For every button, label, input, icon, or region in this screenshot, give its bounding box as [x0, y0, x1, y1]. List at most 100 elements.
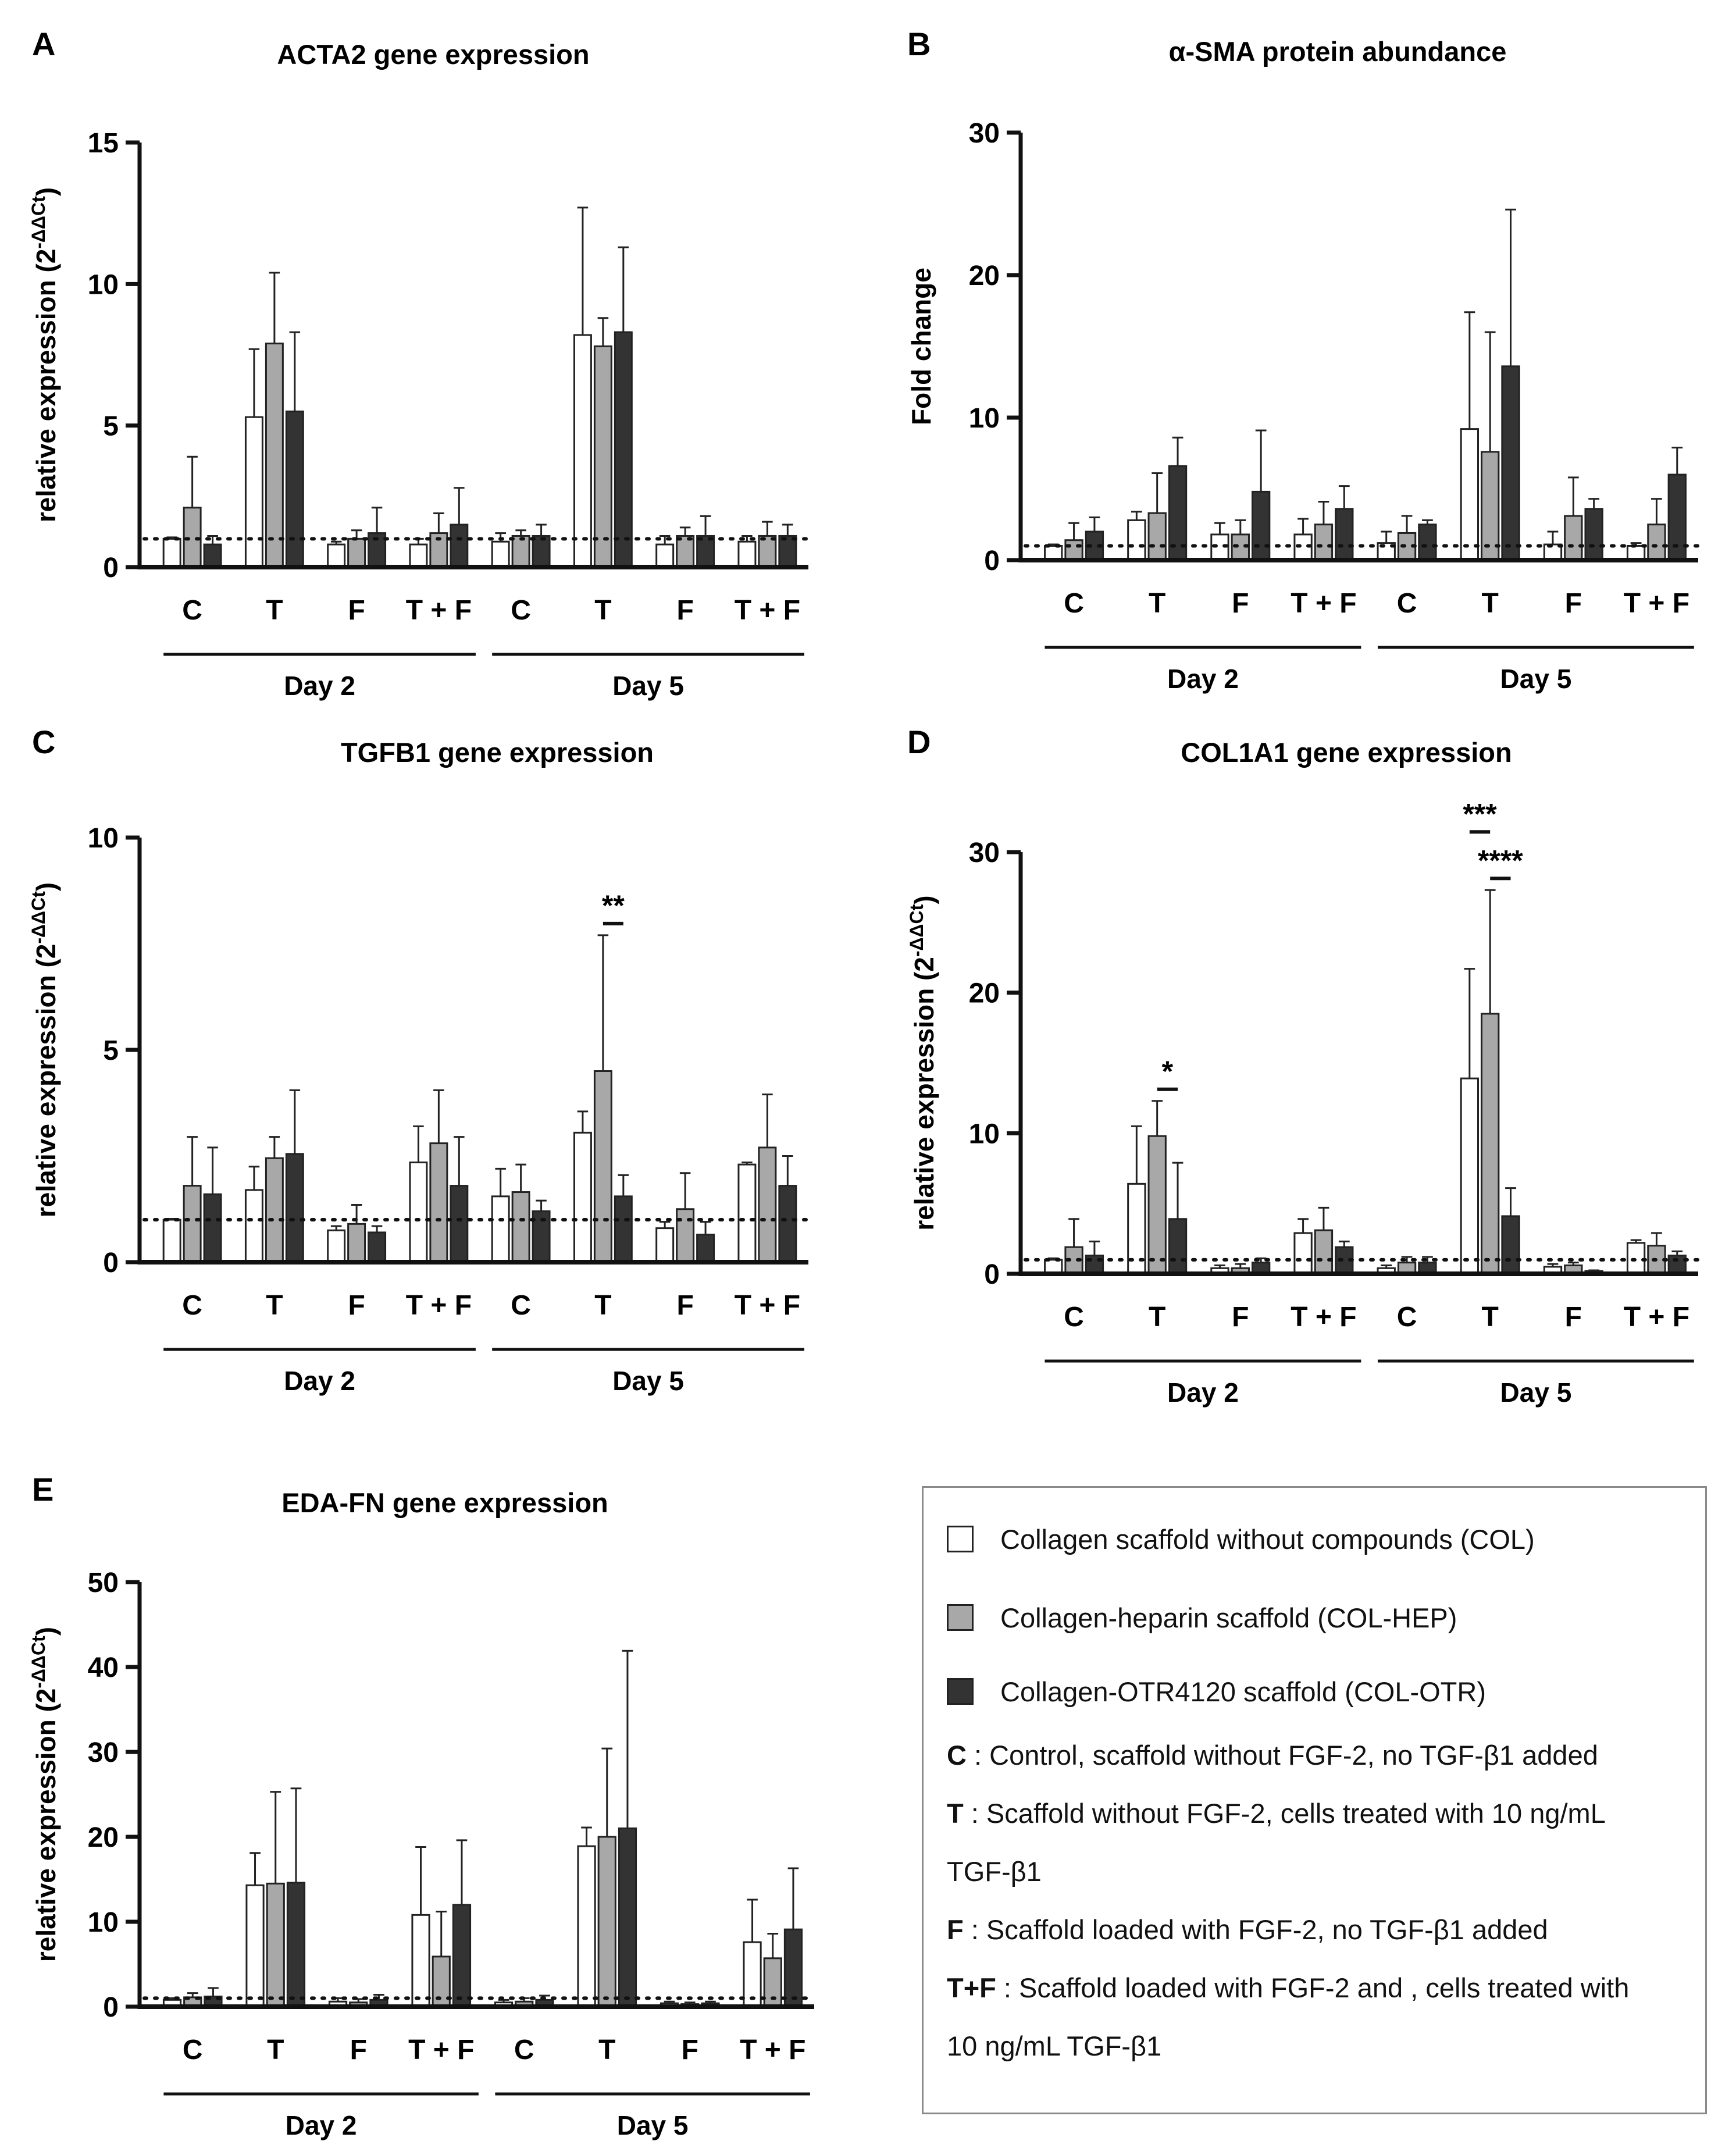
chart-panel-e: E EDA-FN gene expression 0 10 20 30 40 50 relati…: [28, 1471, 816, 2140]
group-label: Day 5: [1500, 1377, 1572, 1408]
bar-otr: [368, 1231, 387, 1263]
x-tick-label: T: [594, 1290, 611, 1321]
x-tick-label: C: [182, 595, 202, 626]
chart-title: EDA-FN gene expression: [281, 1487, 608, 1518]
bar-otr: [452, 1904, 472, 2008]
bar-hep: [429, 1142, 448, 1263]
group-label: Day 2: [284, 671, 355, 701]
y-tick-label: 10: [969, 403, 1000, 434]
x-tick-label: C: [183, 2035, 203, 2065]
x-tick-label: T + F: [735, 1290, 800, 1321]
bar-hep: [1481, 1013, 1500, 1275]
bar-col: [1127, 519, 1146, 561]
y-tick-label: 15: [88, 128, 119, 159]
x-tick-label: T: [598, 2035, 615, 2065]
bar-hep: [1564, 515, 1583, 561]
y-tick-label: 0: [103, 1248, 119, 1278]
x-tick-label: T + F: [408, 2035, 474, 2065]
x-tick-label: T: [1482, 588, 1499, 619]
group-label: Day 2: [286, 2110, 357, 2140]
bar-col: [1460, 428, 1480, 561]
bar-otr: [614, 331, 633, 568]
bar-otr: [203, 543, 222, 568]
panel-label: B: [907, 26, 931, 62]
legend-item-otr: Collagen-OTR4120 scaffold (COL-OTR): [947, 1675, 1486, 1708]
bar-hep: [1314, 523, 1334, 561]
x-tick-label: C: [511, 1290, 531, 1321]
x-tick-label: C: [1397, 1302, 1417, 1333]
group-label: Day 5: [617, 2110, 689, 2140]
legend-definition-t: T : Scaffold without FGF-2, cells treate…: [947, 1797, 1688, 1830]
y-tick-label: 20: [88, 1822, 119, 1853]
y-tick-label: 20: [969, 261, 1000, 291]
y-tick-label: 30: [88, 1737, 119, 1768]
bar-hep: [266, 1882, 285, 2008]
legend-definition-text: : Scaffold loaded with FGF-2 and , cells…: [996, 1972, 1630, 2003]
bar-hep: [511, 535, 530, 568]
y-tick-label: 30: [969, 118, 1000, 149]
bar-hep: [265, 1157, 284, 1263]
y-axis-label: relative expression (2-ΔΔCt): [28, 1627, 61, 1962]
bar-col: [1460, 1077, 1480, 1275]
bar-col: [655, 543, 675, 568]
bar-otr: [286, 1882, 306, 2008]
legend-swatch-otr: [947, 1678, 974, 1705]
legend-definition-f: F : Scaffold loaded with FGF-2, no TGF-β…: [947, 1914, 1688, 1946]
legend-label-otr: Collagen-OTR4120 scaffold (COL-OTR): [1000, 1676, 1486, 1707]
bar-col: [327, 1229, 346, 1263]
x-tick-label: C: [1064, 588, 1084, 619]
bar-hep: [593, 345, 612, 568]
bar-hep: [1314, 1229, 1334, 1275]
legend-definition-text: : Scaffold without FGF-2, cells treated …: [963, 1798, 1606, 1829]
x-tick-label: C: [1397, 588, 1417, 619]
chart-title: COL1A1 gene expression: [1181, 737, 1512, 768]
bar-otr: [450, 523, 469, 568]
y-tick-label: 10: [88, 1907, 119, 1938]
chart-title: TGFB1 gene expression: [341, 737, 654, 768]
x-tick-label: T + F: [740, 2035, 805, 2065]
x-tick-label: F: [1565, 1302, 1582, 1333]
significance-stars: *: [1162, 1055, 1174, 1088]
x-tick-label: T: [267, 2035, 284, 2065]
bar-otr: [618, 1827, 637, 2008]
y-tick-label: 20: [969, 978, 1000, 1009]
x-tick-label: F: [1232, 1302, 1249, 1333]
bar-hep: [676, 535, 695, 568]
bar-col: [244, 416, 263, 568]
bar-col: [409, 543, 428, 568]
bar-hep: [1481, 451, 1500, 561]
significance-stars: **: [602, 889, 625, 922]
x-tick-label: T: [266, 595, 283, 626]
bar-col: [162, 537, 181, 568]
legend-definition-key: F: [947, 1914, 964, 1945]
bar-hep: [1147, 1135, 1167, 1275]
bar-hep: [597, 1836, 616, 2008]
x-tick-label: F: [1565, 588, 1582, 619]
x-tick-label: T: [1149, 588, 1165, 619]
x-tick-label: T + F: [1291, 1302, 1356, 1333]
legend-box: Collagen scaffold without compounds (COL…: [922, 1486, 1707, 2114]
bar-col: [244, 1189, 263, 1263]
legend-definition-c: C : Control, scaffold without FGF-2, no …: [947, 1739, 1688, 1772]
group-label: Day 2: [284, 1366, 355, 1396]
group-label: Day 2: [1167, 664, 1239, 694]
x-tick-label: C: [182, 1290, 202, 1321]
x-tick-label: C: [511, 595, 531, 626]
bar-otr: [783, 1928, 803, 2008]
bar-hep: [347, 537, 366, 568]
x-tick-label: F: [350, 2035, 367, 2065]
bar-col: [1293, 1232, 1313, 1275]
legend-label-hep: Collagen-heparin scaffold (COL-HEP): [1000, 1602, 1457, 1633]
panel-label: C: [32, 724, 55, 760]
y-tick-label: 0: [103, 1992, 119, 2023]
bar-col: [327, 543, 346, 568]
legend-item-col: Collagen scaffold without compounds (COL…: [947, 1523, 1535, 1555]
bar-col: [655, 1227, 675, 1263]
significance-stars: ***: [1463, 797, 1497, 830]
bar-hep: [1064, 539, 1083, 561]
legend-definition-key: T: [947, 1798, 964, 1829]
bar-col: [491, 540, 510, 568]
bar-hep: [593, 1070, 612, 1263]
bar-hep: [758, 1146, 777, 1263]
